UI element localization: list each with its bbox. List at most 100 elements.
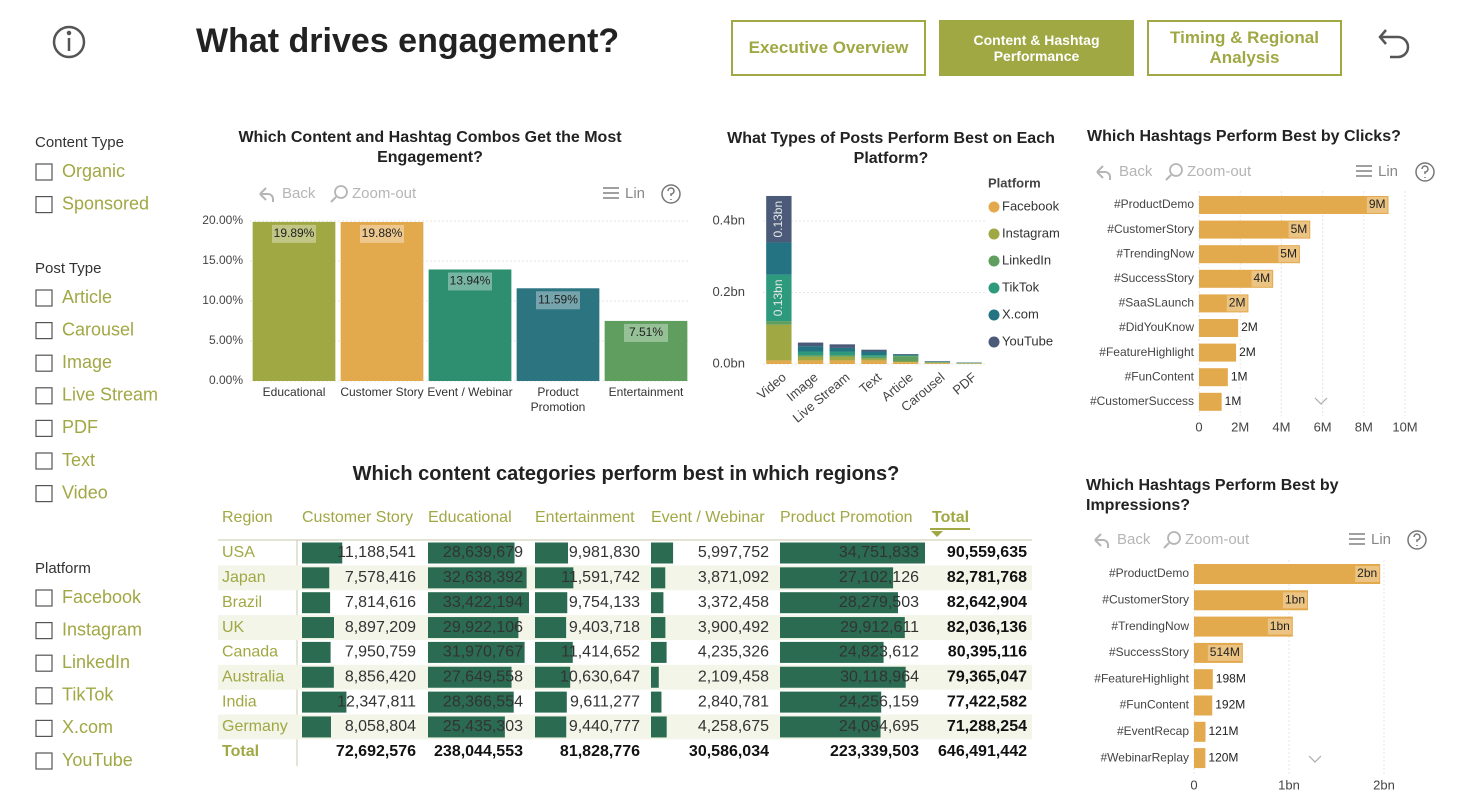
legend-swatch[interactable] <box>988 255 1000 267</box>
nav-button-active[interactable]: Content & Hashtag Performance <box>939 20 1134 76</box>
column-header[interactable]: Customer Story <box>302 509 413 526</box>
zoom-icon[interactable] <box>1167 531 1181 545</box>
column-header[interactable]: Entertainment <box>535 509 635 526</box>
checkbox[interactable] <box>35 387 53 405</box>
zoom-out-button[interactable]: Zoom-out <box>1185 531 1250 548</box>
checkbox[interactable] <box>35 687 53 705</box>
nav-button[interactable]: Executive Overview <box>731 20 926 76</box>
slicer-item[interactable]: Instagram <box>62 619 142 639</box>
scroll-chevron[interactable] <box>1314 397 1328 405</box>
legend-swatch[interactable] <box>988 282 1000 294</box>
slicer-item[interactable]: Live Stream <box>62 385 158 405</box>
legend-label[interactable]: Instagram <box>1002 225 1060 240</box>
zoom-icon[interactable] <box>334 185 348 199</box>
data-label-bg <box>536 291 580 310</box>
checkbox[interactable] <box>35 354 53 372</box>
slicer-item[interactable]: Carousel <box>62 319 134 339</box>
checkbox[interactable] <box>35 196 53 214</box>
slicer-item[interactable]: Video <box>62 482 108 502</box>
legend-label[interactable]: TikTok <box>1002 279 1040 294</box>
slicer-item[interactable]: LinkedIn <box>62 652 130 672</box>
checkbox[interactable] <box>35 419 53 437</box>
zoom-icon[interactable] <box>1163 542 1170 549</box>
lin-button[interactable]: Lin <box>1371 531 1391 548</box>
data-label: 198M <box>1216 671 1246 685</box>
help-icon[interactable] <box>1421 165 1429 178</box>
column-header[interactable]: Product Promotion <box>780 509 913 526</box>
zoom-icon[interactable] <box>330 196 337 203</box>
slicer-item[interactable]: TikTok <box>62 685 114 705</box>
undo-icon[interactable] <box>1378 29 1410 59</box>
bar <box>1194 616 1293 637</box>
cell: 31,970,767 <box>443 644 523 661</box>
zoom-out-button[interactable]: Zoom-out <box>1187 163 1252 180</box>
zoom-icon[interactable] <box>1169 163 1183 177</box>
help-icon[interactable] <box>1413 533 1421 546</box>
chart-title: Which Hashtags Perform Best by Impressio… <box>1086 477 1339 514</box>
slicer-item[interactable]: Facebook <box>62 587 142 607</box>
column-header[interactable]: Total <box>932 509 969 526</box>
data-label: 13.94% <box>450 274 491 288</box>
slicer-item[interactable]: Image <box>62 352 112 372</box>
checkbox[interactable] <box>35 621 53 640</box>
slicer-item[interactable]: Sponsored <box>62 193 149 213</box>
legend-label[interactable]: YouTube <box>1002 333 1053 348</box>
help-icon[interactable] <box>661 184 681 204</box>
legend-label[interactable]: LinkedIn <box>1002 252 1051 267</box>
help-icon[interactable] <box>1407 530 1427 550</box>
help-icon[interactable] <box>1415 162 1435 182</box>
legend-swatch[interactable] <box>988 228 1000 240</box>
checkbox[interactable] <box>35 752 53 770</box>
slicer-item[interactable]: PDF <box>62 417 98 437</box>
cell: 28,639,679 <box>443 544 523 561</box>
slicer-item[interactable]: X.com <box>62 717 113 737</box>
y-tick-label: #FeatureHighlight <box>1094 671 1189 685</box>
zoom-icon[interactable] <box>1165 174 1172 181</box>
back-icon[interactable] <box>259 187 274 202</box>
checkbox[interactable] <box>35 289 53 307</box>
bar-segment <box>893 353 919 355</box>
zoom-out-button[interactable]: Zoom-out <box>352 185 417 202</box>
data-label-bg <box>1222 393 1244 410</box>
sort-arrow <box>931 531 943 537</box>
back-icon[interactable] <box>1096 165 1111 180</box>
lin-button[interactable]: Lin <box>625 185 645 202</box>
total-label: Total <box>222 743 259 760</box>
column-header[interactable]: Educational <box>428 509 512 526</box>
scroll-chevron[interactable] <box>1308 755 1322 763</box>
nav-button[interactable]: Timing & Regional Analysis <box>1147 20 1342 76</box>
slicer-item[interactable]: Text <box>62 450 95 470</box>
help-icon[interactable] <box>667 187 675 200</box>
x-tick-label: Product Promotion <box>530 385 586 414</box>
bar-segment <box>766 360 792 364</box>
data-bar <box>302 592 331 614</box>
checkbox[interactable] <box>35 654 53 672</box>
legend-label[interactable]: X.com <box>1002 306 1039 321</box>
bar <box>1199 220 1311 239</box>
checkbox[interactable] <box>35 589 53 607</box>
slicer-item[interactable]: Organic <box>62 161 125 181</box>
checkbox[interactable] <box>35 719 53 738</box>
column-header[interactable]: Region <box>222 509 273 526</box>
cell: 27,649,558 <box>443 668 523 685</box>
legend-swatch[interactable] <box>988 309 1000 321</box>
legend-label[interactable]: Facebook <box>1002 198 1060 213</box>
column-header[interactable]: Event / Webinar <box>651 509 765 526</box>
slicer-item[interactable]: Article <box>62 287 112 307</box>
lin-button[interactable]: Lin <box>1378 163 1398 180</box>
back-button[interactable]: Back <box>282 185 316 202</box>
legend-swatch[interactable] <box>988 336 1000 348</box>
checkbox[interactable] <box>35 452 53 470</box>
chart-title: Which Content and Hashtag Combos Get the… <box>238 129 622 166</box>
checkbox[interactable] <box>35 322 53 340</box>
bar-segment <box>797 355 824 357</box>
legend-swatch[interactable] <box>988 201 1000 213</box>
info-icon[interactable] <box>52 25 86 59</box>
checkbox[interactable] <box>35 485 53 503</box>
slicer-item[interactable]: YouTube <box>62 750 133 770</box>
back-icon[interactable] <box>1094 533 1109 548</box>
data-label-bg <box>1213 697 1248 714</box>
checkbox[interactable] <box>35 163 53 181</box>
back-button[interactable]: Back <box>1117 531 1151 548</box>
back-button[interactable]: Back <box>1119 163 1153 180</box>
